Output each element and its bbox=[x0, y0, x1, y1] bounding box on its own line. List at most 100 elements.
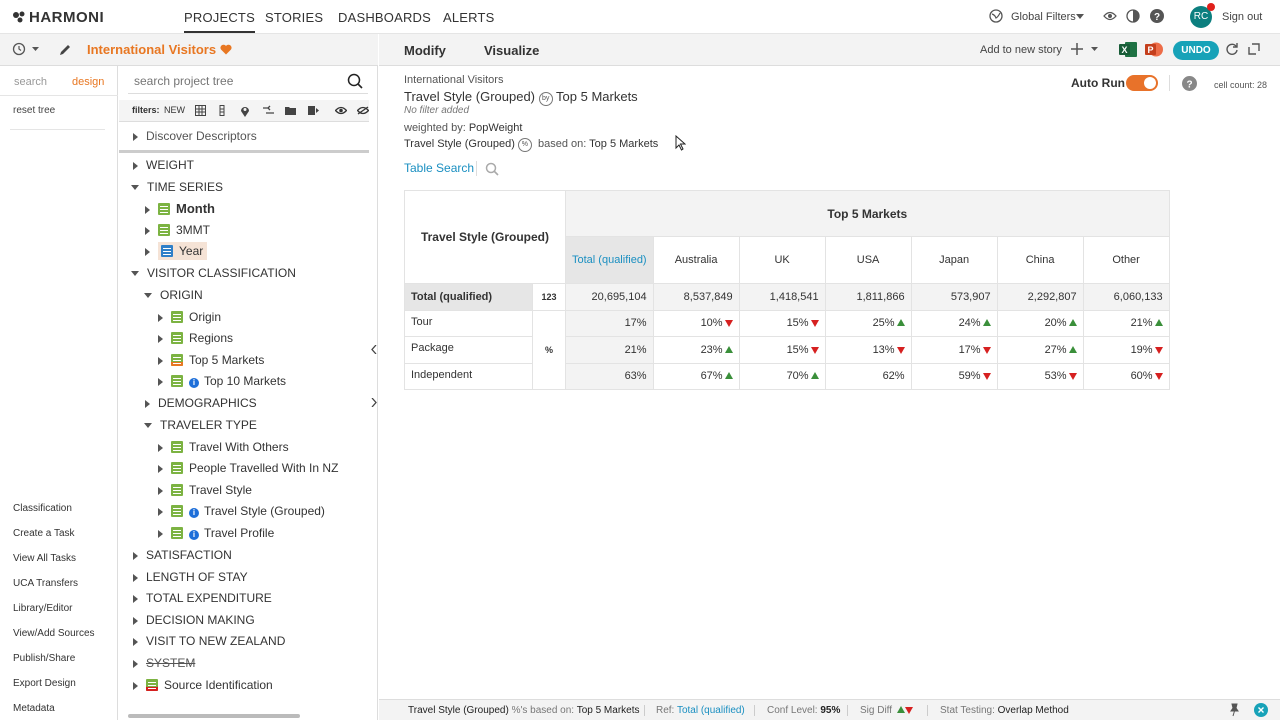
tree-item-people-travelled[interactable]: People Travelled With In NZ bbox=[158, 461, 338, 481]
reset-layout-icon[interactable] bbox=[1247, 42, 1261, 56]
expand-arrow-icon[interactable] bbox=[133, 637, 138, 646]
column-variable[interactable]: Top 5 Markets bbox=[556, 89, 638, 104]
tree-item-regions[interactable]: Regions bbox=[158, 331, 233, 351]
nav-projects[interactable]: PROJECTS bbox=[184, 10, 255, 33]
row-label[interactable]: Tour bbox=[404, 309, 533, 337]
tree-item-origin[interactable]: Origin bbox=[158, 310, 221, 330]
tree-item-month[interactable]: Month bbox=[145, 201, 215, 221]
tree-item-total-expenditure[interactable]: TOTAL EXPENDITURE bbox=[133, 591, 272, 611]
tab-design[interactable]: design bbox=[72, 76, 105, 88]
global-filters-button[interactable]: Global Filters bbox=[1011, 11, 1076, 23]
reset-tree-link[interactable]: reset tree bbox=[13, 105, 56, 116]
collapse-panel-icon[interactable] bbox=[371, 345, 377, 354]
tree-item-time-series[interactable]: TIME SERIES bbox=[131, 180, 223, 200]
tree-item-visitor-classification[interactable]: VISITOR CLASSIFICATION bbox=[131, 266, 296, 286]
nav-stories[interactable]: STORIES bbox=[265, 10, 324, 25]
collapse-arrow-icon[interactable] bbox=[131, 185, 139, 191]
tree-item-discover[interactable]: Discover Descriptors bbox=[133, 129, 257, 149]
side-link-view-add-sources[interactable]: View/Add Sources bbox=[13, 628, 95, 639]
weight-variable[interactable]: PopWeight bbox=[468, 122, 523, 134]
row-label[interactable]: Package bbox=[404, 336, 533, 364]
harmoni-logo[interactable]: HARMONI bbox=[13, 9, 104, 26]
row-label[interactable]: Independent bbox=[404, 362, 533, 390]
expand-arrow-icon[interactable] bbox=[145, 226, 150, 235]
expand-arrow-icon[interactable] bbox=[158, 443, 163, 452]
tab-visualize[interactable]: Visualize bbox=[484, 43, 540, 58]
tree-item-travel-style[interactable]: Travel Style bbox=[158, 483, 252, 503]
excel-icon[interactable]: X bbox=[1119, 41, 1137, 58]
split-icon[interactable] bbox=[262, 105, 275, 116]
tree-item-origin-group[interactable]: ORIGIN bbox=[144, 288, 203, 308]
side-link-export-design[interactable]: Export Design bbox=[13, 678, 76, 689]
close-footer-icon[interactable] bbox=[1254, 703, 1268, 717]
add-to-story-label[interactable]: Add to new story bbox=[980, 44, 1062, 56]
column-header-uk[interactable]: UK bbox=[738, 236, 826, 284]
merge-icon[interactable] bbox=[308, 105, 320, 116]
footer-ref-value[interactable]: Total (qualified) bbox=[676, 705, 745, 716]
project-title[interactable]: International Visitors bbox=[87, 42, 232, 57]
chevron-down-icon[interactable] bbox=[1076, 14, 1084, 19]
tree-item-source-identification[interactable]: Source Identification bbox=[133, 678, 273, 698]
expand-arrow-icon[interactable] bbox=[145, 205, 150, 214]
tree-item-demographics[interactable]: DEMOGRAPHICS bbox=[145, 396, 257, 416]
column-group-header[interactable]: Top 5 Markets bbox=[565, 190, 1170, 237]
column-header-japan[interactable]: Japan bbox=[910, 236, 998, 284]
pin-marker-icon[interactable] bbox=[240, 105, 250, 117]
footer-stat-value[interactable]: Overlap Method bbox=[997, 705, 1069, 716]
heart-icon[interactable] bbox=[220, 44, 232, 55]
history-chevron-icon[interactable] bbox=[32, 47, 39, 51]
expand-arrow-icon[interactable] bbox=[145, 247, 150, 256]
based-on-variable[interactable]: Top 5 Markets bbox=[589, 138, 659, 150]
collapse-arrow-icon[interactable] bbox=[144, 423, 152, 429]
tree-item-top10[interactable]: i Top 10 Markets bbox=[158, 374, 286, 394]
percent-row-variable[interactable]: Travel Style (Grouped) bbox=[404, 138, 515, 150]
expand-arrow-icon[interactable] bbox=[158, 313, 163, 322]
expand-arrow-icon[interactable] bbox=[158, 529, 163, 538]
expand-arrow-icon[interactable] bbox=[133, 161, 138, 170]
edit-icon[interactable] bbox=[58, 43, 72, 57]
tree-item-top5[interactable]: Top 5 Markets bbox=[158, 353, 264, 373]
side-link-uca-transfers[interactable]: UCA Transfers bbox=[13, 578, 79, 589]
plus-icon[interactable] bbox=[1070, 42, 1084, 56]
row-label[interactable]: Total (qualified) bbox=[404, 283, 533, 311]
tree-item-travel-style-grouped[interactable]: i Travel Style (Grouped) bbox=[158, 504, 325, 524]
tree-item-travel-profile[interactable]: i Travel Profile bbox=[158, 526, 274, 546]
side-link-publish-share[interactable]: Publish/Share bbox=[13, 653, 76, 664]
expand-arrow-icon[interactable] bbox=[158, 486, 163, 495]
expand-arrow-icon[interactable] bbox=[133, 132, 138, 141]
tree-item-satisfaction[interactable]: SATISFACTION bbox=[133, 548, 232, 568]
tree-item-decision-making[interactable]: DECISION MAKING bbox=[133, 613, 255, 633]
tree-item-travel-with-others[interactable]: Travel With Others bbox=[158, 440, 289, 460]
footer-conf-value[interactable]: 95% bbox=[820, 705, 841, 716]
table-search-icon[interactable] bbox=[485, 162, 499, 176]
expand-arrow-icon[interactable] bbox=[145, 399, 150, 408]
side-link-create-task[interactable]: Create a Task bbox=[13, 528, 75, 539]
search-icon[interactable] bbox=[347, 73, 363, 89]
tree-item-weight[interactable]: WEIGHT bbox=[133, 158, 194, 178]
expand-arrow-icon[interactable] bbox=[133, 573, 138, 582]
tree-item-system[interactable]: SYSTEM bbox=[133, 656, 195, 676]
tree-item-3mmt[interactable]: 3MMT bbox=[145, 223, 210, 243]
column-header-other[interactable]: Other bbox=[1082, 236, 1170, 284]
tree-item-year[interactable]: Year bbox=[145, 242, 208, 264]
side-link-classification[interactable]: Classification bbox=[13, 503, 72, 514]
column-header-total[interactable]: Total (qualified) bbox=[565, 236, 654, 284]
tree-item-traveler-type[interactable]: TRAVELER TYPE bbox=[144, 418, 257, 438]
side-link-view-tasks[interactable]: View All Tasks bbox=[13, 553, 76, 564]
undo-button[interactable]: UNDO bbox=[1173, 41, 1219, 60]
pin-icon[interactable] bbox=[1228, 703, 1240, 717]
visible-icon[interactable] bbox=[335, 106, 347, 115]
help-circle-icon[interactable]: ? bbox=[1182, 76, 1197, 91]
history-icon[interactable] bbox=[12, 42, 28, 56]
expand-panel-icon[interactable] bbox=[371, 398, 377, 407]
expand-arrow-icon[interactable] bbox=[133, 659, 138, 668]
expand-arrow-icon[interactable] bbox=[158, 507, 163, 516]
collapse-arrow-icon[interactable] bbox=[131, 271, 139, 277]
tab-search[interactable]: search bbox=[14, 76, 48, 88]
info-icon[interactable]: i bbox=[189, 530, 199, 540]
tree-item-visit-nz[interactable]: VISIT TO NEW ZEALAND bbox=[133, 634, 285, 654]
expand-arrow-icon[interactable] bbox=[133, 594, 138, 603]
expand-arrow-icon[interactable] bbox=[158, 334, 163, 343]
globe-icon[interactable] bbox=[989, 9, 1003, 23]
column-header-china[interactable]: China bbox=[996, 236, 1084, 284]
